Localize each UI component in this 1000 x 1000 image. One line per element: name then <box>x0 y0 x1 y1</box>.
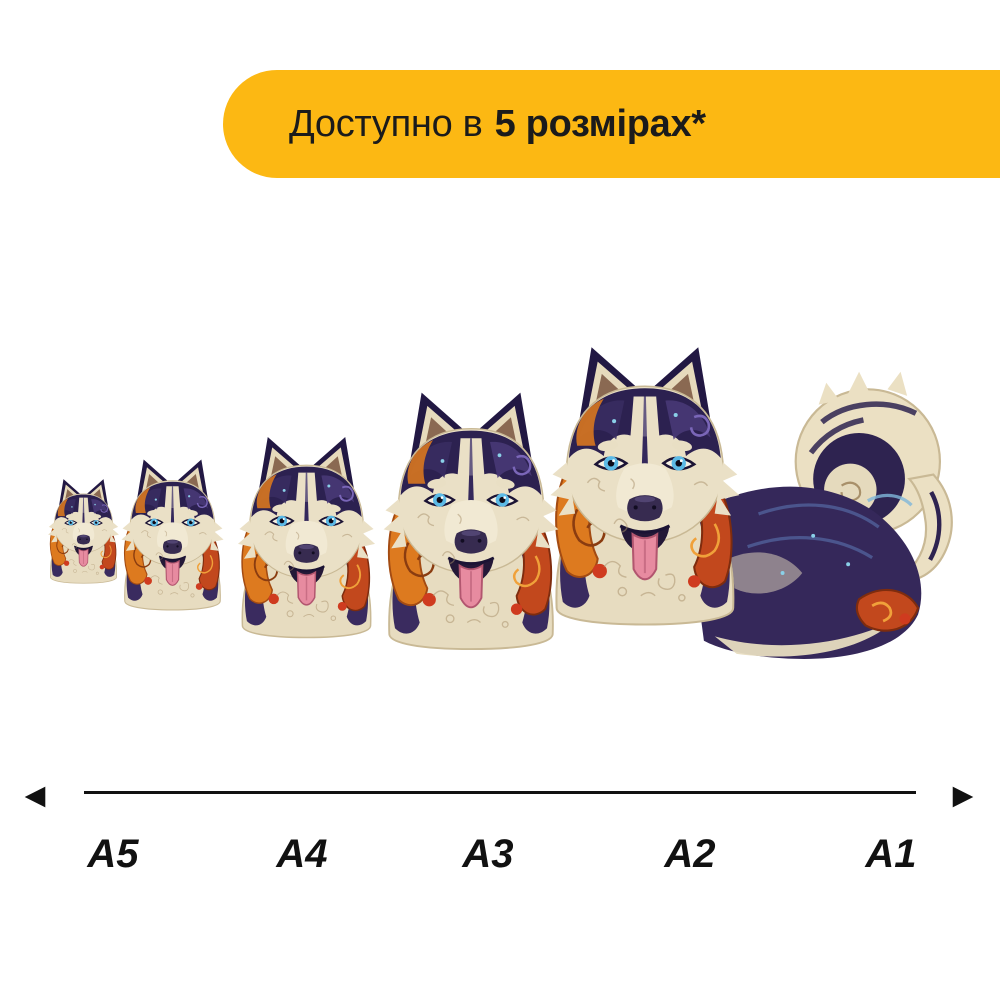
size-label-a4: A4 <box>276 832 328 876</box>
size-label-a2: A2 <box>664 832 716 876</box>
husky-a5-illustration <box>45 476 122 584</box>
husky-figure-a2 <box>376 385 566 651</box>
husky-a2-illustration <box>376 385 566 651</box>
size-label-a5: A5 <box>87 832 139 876</box>
arrow-left-icon: ◀ <box>24 780 46 810</box>
arrow-right-icon: ▶ <box>952 780 974 810</box>
size-label-a3: A3 <box>462 832 514 876</box>
availability-banner-text: Доступно в 5 розмірах* <box>289 70 706 178</box>
banner-text-bold: 5 розмірах* <box>494 102 707 145</box>
husky-figure-a1 <box>540 339 988 667</box>
husky-figure-a5 <box>45 476 122 584</box>
banner-text-regular: Доступно в <box>289 102 483 145</box>
scale-line <box>84 791 916 794</box>
husky-figure-a3 <box>232 431 381 639</box>
husky-a4-illustration <box>117 455 228 611</box>
husky-a3-illustration <box>232 431 381 639</box>
availability-banner: Доступно в 5 розмірах* <box>223 70 1000 178</box>
husky-figure-a4 <box>117 455 228 611</box>
size-label-a1: A1 <box>865 832 917 876</box>
husky-a1-illustration <box>540 339 988 667</box>
